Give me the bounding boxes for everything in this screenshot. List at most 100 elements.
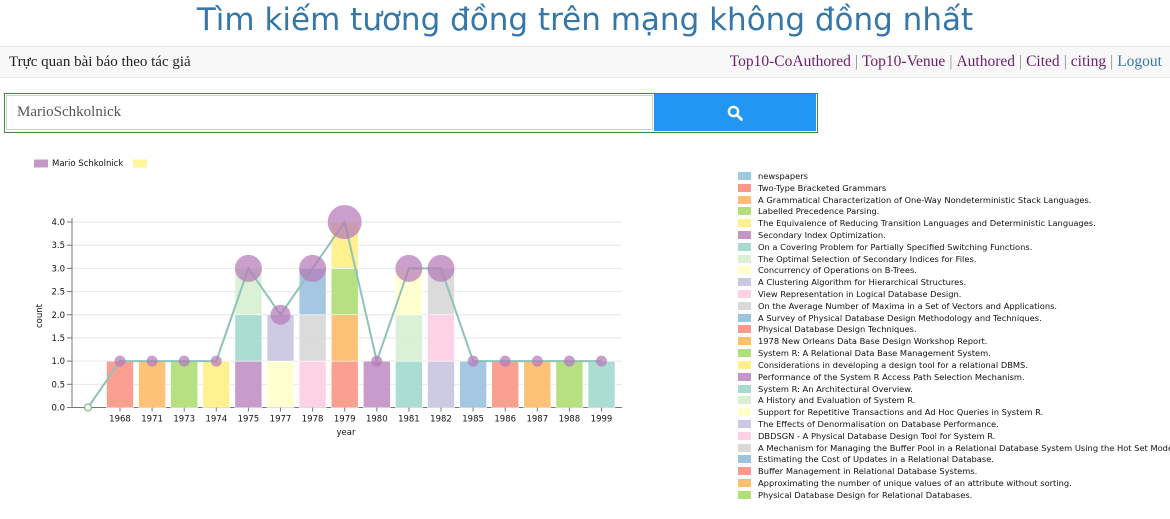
bar-segment [587, 360, 616, 408]
search-button[interactable] [654, 94, 816, 131]
y-tick-label: 0.0 [51, 404, 65, 414]
data-point [427, 254, 455, 282]
paper-legend-label: Approximating the number of unique value… [758, 478, 1072, 489]
paper-legend-item: Approximating the number of unique value… [738, 477, 1170, 489]
bar-segment [138, 360, 166, 408]
paper-legend-label: DBDSGN - A Physical Database Design Tool… [758, 430, 996, 441]
paper-legend-item: Two-Type Bracketed Grammars [738, 182, 1170, 194]
y-tick-label: 0.5 [51, 380, 65, 390]
chart-area: Mario Schkolnick 0.0 0.5 1.0 1.5 2.0 2.5 3.0 3.5… [0, 156, 730, 519]
paper-legend-label: Two-Type Bracketed Grammars [758, 182, 887, 193]
nav-link-citing[interactable]: citing [1070, 53, 1107, 70]
paper-legend: newspapers Two-Type Bracketed Grammars A G… [738, 170, 1170, 501]
logout-link[interactable]: Logout [1117, 53, 1162, 70]
paper-legend-item: Estimating the Cost of Updates in a Rela… [738, 454, 1170, 466]
paper-legend-swatch [738, 290, 751, 299]
bar-segment [330, 268, 359, 316]
bar-segment [427, 314, 455, 362]
paper-legend-item: Concurrency of Operations on B-Trees. [738, 265, 1170, 277]
origin-point [83, 403, 93, 412]
paper-legend-item: The Equivalence of Reducing Transition L… [738, 217, 1170, 229]
bar-segment [298, 360, 327, 408]
y-tick-label: 1.5 [51, 334, 65, 344]
paper-legend-swatch [738, 479, 751, 488]
paper-legend-label: Physical Database Design for Relational … [758, 489, 973, 500]
bar-segment [523, 360, 552, 408]
paper-legend-item: newspapers [738, 170, 1170, 182]
data-point [114, 355, 126, 367]
paper-legend-swatch [738, 443, 751, 452]
x-tick-label: 1987 [526, 415, 548, 425]
bar-segment [202, 360, 231, 408]
paper-legend-swatch [738, 467, 751, 476]
bar-segment [234, 360, 263, 408]
data-point [270, 304, 291, 325]
paper-legend-label: Labelled Precedence Parsing. [758, 206, 880, 217]
paper-legend-item: On the Average Number of Maxima in a Set… [738, 300, 1170, 312]
paper-legend-label: On the Average Number of Maxima in a Set… [758, 300, 1058, 311]
nav-separator: | [1063, 53, 1067, 70]
paper-legend-swatch [738, 384, 751, 393]
nav-separator: | [854, 53, 859, 70]
paper-legend-label: A Clustering Algorithm for Hierarchical … [758, 277, 967, 288]
paper-legend-label: View Representation in Logical Database … [758, 289, 962, 300]
paper-legend-item: A History and Evaluation of System R. [738, 394, 1170, 406]
top-legend-label: Mario Schkolnick [52, 159, 123, 169]
y-tick-label: 2.0 [51, 311, 65, 321]
data-point [299, 254, 327, 282]
page-title: Tìm kiếm tương đồng trên mạng không đồng… [196, 2, 974, 38]
paper-legend-item: Considerations in developing a design to… [738, 359, 1170, 371]
bar-segment [395, 314, 423, 362]
nav-link-authored[interactable]: Authored [956, 53, 1015, 70]
paper-legend-swatch [738, 219, 751, 228]
paper-legend-swatch [738, 254, 751, 263]
x-tick-label: 1985 [462, 415, 484, 425]
paper-legend-swatch [738, 266, 751, 275]
paper-legend-item: DBDSGN - A Physical Database Design Tool… [738, 430, 1170, 442]
paper-legend-swatch [738, 360, 751, 369]
paper-legend-item: System R: A Relational Data Base Managem… [738, 347, 1170, 359]
paper-legend-label: A Grammatical Characterization of One-Wa… [758, 194, 1092, 205]
data-point [499, 355, 511, 367]
paper-legend-label: The Optimal Selection of Secondary Indic… [758, 253, 977, 264]
data-point [234, 254, 262, 282]
paper-legend-item: Labelled Precedence Parsing. [738, 205, 1170, 217]
paper-legend-item: 1978 New Orleans Data Base Design Worksh… [738, 335, 1170, 347]
y-tick-label: 3.5 [51, 241, 65, 251]
nav-subtitle: Trực quan bài báo theo tác giả [9, 54, 191, 70]
nav-separator: | [1018, 53, 1023, 70]
y-axis-label: count [35, 303, 45, 328]
paper-legend-item: On a Covering Problem for Partially Spec… [738, 241, 1170, 253]
nav-link-top10-venue[interactable]: Top10-Venue [862, 53, 946, 70]
top-legend-swatch [34, 159, 48, 168]
paper-legend-item: Physical Database Design for Relational … [738, 489, 1170, 501]
bar-segment [491, 360, 520, 408]
data-point [531, 355, 543, 367]
search-input[interactable] [6, 95, 653, 130]
paper-legend-item: Support for Repetitive Transactions and … [738, 406, 1170, 418]
paper-legend-item: Physical Database Design Techniques. [738, 324, 1170, 336]
nav-link-cited[interactable]: Cited [1026, 53, 1060, 70]
data-point [146, 355, 158, 367]
search-icon [727, 105, 743, 121]
paper-legend-swatch [738, 278, 751, 287]
bar-segment [234, 314, 263, 362]
x-tick-label: 1979 [334, 415, 356, 425]
x-tick-label: 1975 [238, 415, 260, 425]
paper-legend-label: The Equivalence of Reducing Transition L… [758, 218, 1096, 229]
nav-separator: | [949, 53, 953, 70]
y-tick-label: 1.0 [51, 357, 65, 367]
x-tick-label: 1981 [398, 415, 420, 425]
bar-segment [170, 360, 198, 408]
paper-legend-swatch [738, 207, 751, 216]
x-tick-label: 1971 [141, 415, 163, 425]
x-tick-label: 1986 [494, 415, 516, 425]
data-point [178, 355, 190, 367]
paper-legend-item: A Clustering Algorithm for Hierarchical … [738, 276, 1170, 288]
y-tick-label: 4.0 [51, 218, 65, 228]
nav-link-top10-coauthored[interactable]: Top10-CoAuthored [729, 53, 851, 70]
paper-legend-item: View Representation in Logical Database … [738, 288, 1170, 300]
x-tick-label: 1977 [270, 415, 292, 425]
y-tick-label: 3.0 [51, 264, 65, 274]
paper-legend-swatch [738, 313, 751, 322]
